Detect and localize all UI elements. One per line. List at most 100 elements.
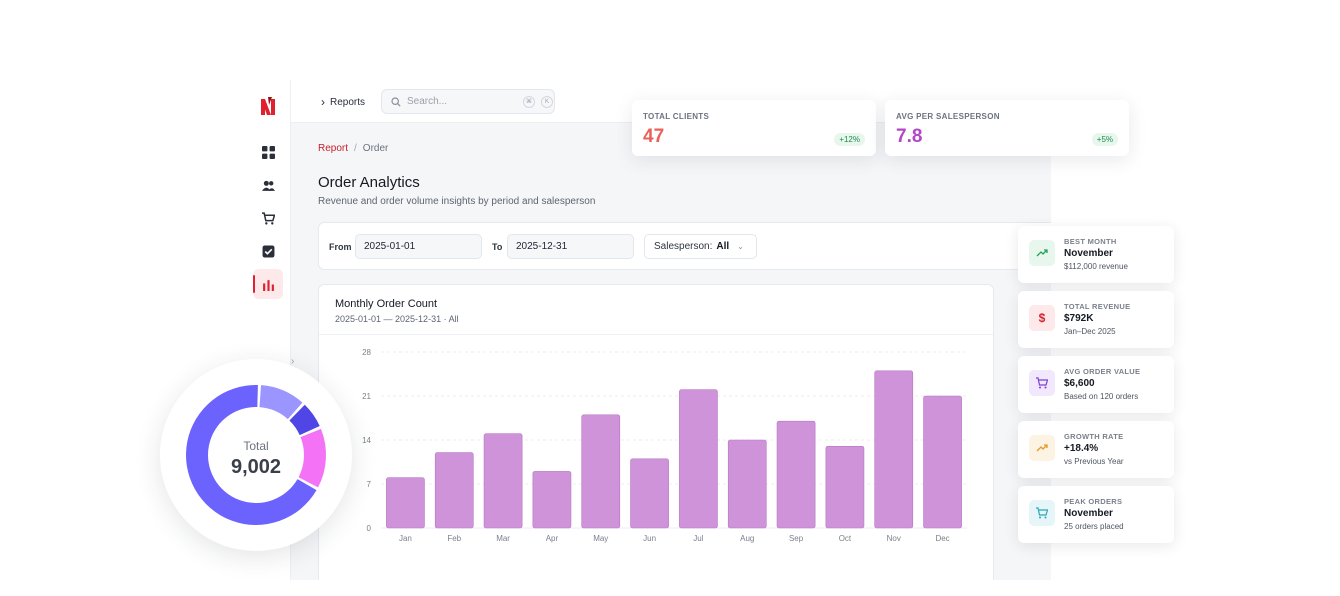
stat-label: AVG PER SALESPERSON bbox=[896, 112, 1000, 121]
x-tick-label: Jul bbox=[693, 534, 703, 543]
bar-dec[interactable] bbox=[923, 395, 962, 529]
metric-value: November bbox=[1064, 508, 1113, 519]
search-icon bbox=[391, 96, 401, 107]
trend-up-icon bbox=[1029, 435, 1055, 461]
metric-avg-order-value: AVG ORDER VALUE $6,600 Based on 120 orde… bbox=[1018, 356, 1174, 413]
brand-logo[interactable] bbox=[258, 95, 278, 119]
to-date-input[interactable]: 2025-12-31 bbox=[507, 234, 634, 259]
x-tick-label: Dec bbox=[935, 534, 949, 543]
x-tick-label: Jan bbox=[399, 534, 412, 543]
breadcrumb-root[interactable]: Report bbox=[318, 143, 349, 154]
shortcut-cmd: ⌘ bbox=[523, 95, 535, 108]
x-tick-label: Oct bbox=[839, 534, 852, 543]
chevron-right-icon: › bbox=[321, 95, 325, 109]
chevron-down-icon: ⌄ bbox=[737, 242, 744, 251]
breadcrumb-current: Order bbox=[362, 143, 389, 154]
metric-label: BEST MONTH bbox=[1064, 237, 1117, 246]
cart-icon bbox=[261, 211, 275, 225]
stat-label: TOTAL CLIENTS bbox=[643, 112, 710, 121]
checkbox-icon bbox=[262, 245, 274, 257]
bar-apr[interactable] bbox=[532, 471, 572, 529]
page-subtitle: Revenue and order volume insights by per… bbox=[318, 196, 596, 207]
search-input[interactable] bbox=[407, 96, 517, 107]
y-tick-label: 28 bbox=[362, 348, 371, 357]
dashboard-icon bbox=[261, 145, 275, 159]
breadcrumb: Report / Order bbox=[318, 143, 388, 154]
donut-slice[interactable] bbox=[186, 385, 317, 525]
sidebar-item-tasks[interactable] bbox=[253, 236, 283, 266]
stat-card-total-clients: TOTAL CLIENTS 47 +12% bbox=[632, 100, 876, 156]
donut-chart bbox=[186, 385, 326, 525]
filter-bar: From 2025-01-01 To 2025-12-31 Salesperso… bbox=[318, 222, 1051, 270]
breadcrumb-separator: / bbox=[354, 143, 357, 154]
metric-best-month: BEST MONTH November $112,000 revenue bbox=[1018, 226, 1174, 283]
users-icon bbox=[261, 180, 275, 191]
metric-growth-rate: GROWTH RATE +18.4% vs Previous Year bbox=[1018, 421, 1174, 478]
bar-aug[interactable] bbox=[727, 439, 767, 529]
chart-card: Monthly Order Count 2025-01-01 — 2025-12… bbox=[318, 284, 994, 580]
x-tick-label: Jun bbox=[643, 534, 656, 543]
metric-sub: Based on 120 orders bbox=[1064, 392, 1139, 401]
metric-label: AVG ORDER VALUE bbox=[1064, 367, 1141, 376]
metric-peak-orders: PEAK ORDERS November 25 orders placed bbox=[1018, 486, 1174, 543]
bar-feb[interactable] bbox=[434, 452, 474, 529]
donut-label: Total bbox=[243, 439, 269, 453]
stat-card-avg-per-salesperson: AVG PER SALESPERSON 7.8 +5% bbox=[885, 100, 1129, 156]
x-tick-label: Mar bbox=[496, 534, 510, 543]
bar-mar[interactable] bbox=[483, 433, 523, 529]
x-tick-label: May bbox=[593, 534, 608, 543]
from-label: From bbox=[329, 242, 352, 252]
metric-value: +18.4% bbox=[1064, 443, 1099, 454]
stat-delta-badge: +5% bbox=[1091, 133, 1118, 146]
stat-value: 7.8 bbox=[896, 126, 923, 147]
sidebar-item-dashboard[interactable] bbox=[253, 137, 283, 167]
bar-chart: 0 7 14 21 28 Jan Feb Mar Apr May Jun Jul Aug Sep Oct No… bbox=[362, 348, 967, 543]
metric-label: TOTAL REVENUE bbox=[1064, 302, 1131, 311]
metric-sub: $112,000 revenue bbox=[1064, 262, 1128, 271]
cart-icon bbox=[1029, 500, 1055, 526]
x-tick-label: Feb bbox=[447, 534, 461, 543]
y-tick-label: 14 bbox=[362, 436, 371, 445]
bar-jan[interactable] bbox=[386, 477, 425, 529]
stat-value: 47 bbox=[643, 126, 665, 147]
salesperson-select[interactable]: Salesperson: All ⌄ bbox=[644, 234, 757, 259]
x-tick-label: Sep bbox=[789, 534, 804, 543]
donut-total: 9,002 bbox=[230, 456, 282, 478]
sidebar-item-reports[interactable] bbox=[253, 269, 283, 299]
salesperson-value: All bbox=[716, 241, 730, 252]
metric-sub: Jan–Dec 2025 bbox=[1064, 327, 1116, 336]
metric-value: $792K bbox=[1064, 313, 1094, 324]
trend-up-icon bbox=[1029, 240, 1055, 266]
topbar-breadcrumb[interactable]: › Reports bbox=[321, 95, 365, 109]
search-box[interactable]: ⌘ K bbox=[381, 89, 555, 114]
y-tick-label: 21 bbox=[362, 392, 371, 401]
metric-value: November bbox=[1064, 248, 1113, 259]
donut-slice[interactable] bbox=[259, 385, 303, 420]
chart-title: Monthly Order Count bbox=[335, 298, 438, 310]
salesperson-label: Salesperson: bbox=[654, 241, 713, 252]
bar-oct[interactable] bbox=[825, 445, 865, 529]
donut-slice[interactable] bbox=[298, 428, 326, 488]
page-title: Order Analytics bbox=[318, 174, 420, 191]
bar-jul[interactable] bbox=[679, 389, 718, 529]
metric-label: GROWTH RATE bbox=[1064, 432, 1124, 441]
donut-slice[interactable] bbox=[289, 404, 320, 436]
y-tick-label: 0 bbox=[367, 524, 372, 533]
bar-jun[interactable] bbox=[630, 458, 669, 529]
bar-sep[interactable] bbox=[776, 420, 816, 529]
bar-may[interactable] bbox=[581, 414, 621, 529]
metric-sub: 25 orders placed bbox=[1064, 522, 1124, 531]
chart-meta: 2025-01-01 — 2025-12-31 · All bbox=[335, 314, 459, 324]
from-date-input[interactable]: 2025-01-01 bbox=[355, 234, 482, 259]
chart-divider bbox=[319, 334, 993, 335]
x-tick-label: Apr bbox=[546, 534, 559, 543]
sidebar-item-orders[interactable] bbox=[253, 203, 283, 233]
sidebar-item-clients[interactable] bbox=[253, 170, 283, 200]
metric-sub: vs Previous Year bbox=[1064, 457, 1124, 466]
stat-delta-badge: +12% bbox=[834, 133, 865, 146]
sidebar-expand-icon[interactable]: › bbox=[291, 356, 295, 367]
topbar-crumb-label: Reports bbox=[330, 96, 366, 108]
x-tick-label: Nov bbox=[887, 534, 901, 543]
metric-label: PEAK ORDERS bbox=[1064, 497, 1123, 506]
bar-nov[interactable] bbox=[874, 370, 914, 529]
